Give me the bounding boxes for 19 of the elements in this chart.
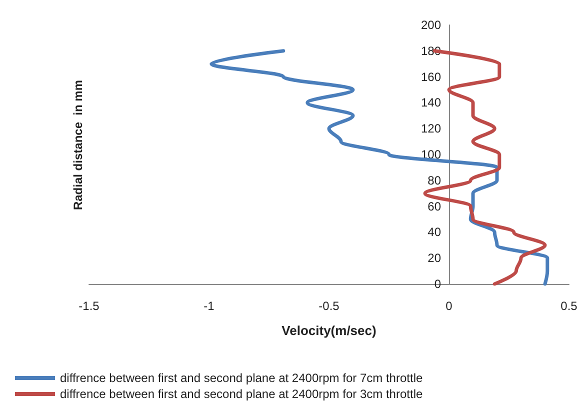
legend-label: diffrence between first and second plane at 2400rpm for 3cm throttle (60, 387, 423, 401)
y-tick-label: 60 (428, 199, 442, 214)
x-tick-label: 0.5 (560, 299, 578, 313)
y-tick-label: 160 (420, 70, 442, 84)
y-tick-label: 200 (420, 18, 442, 32)
legend-label: diffrence between first and second plane at 2400rpm for 7cm throttle (60, 371, 423, 385)
x-tick-label: 0 (446, 299, 453, 313)
y-axis-title: Radial distance in mm (71, 80, 85, 210)
y-tick-label: 0 (434, 277, 442, 291)
x-tick-label: -0.5 (318, 299, 340, 313)
y-tick-label: 120 (420, 122, 442, 136)
x-tick-label: -1.5 (78, 299, 100, 313)
y-tick-label: 80 (428, 173, 442, 188)
x-axis-title: Velocity(m/sec) (282, 323, 376, 338)
y-tick-label: 20 (428, 251, 442, 266)
y-tick-label: 40 (428, 225, 442, 240)
y-tick-label: 100 (420, 148, 442, 162)
y-tick-label: 140 (420, 96, 442, 110)
x-tick-label: -1 (204, 299, 215, 313)
